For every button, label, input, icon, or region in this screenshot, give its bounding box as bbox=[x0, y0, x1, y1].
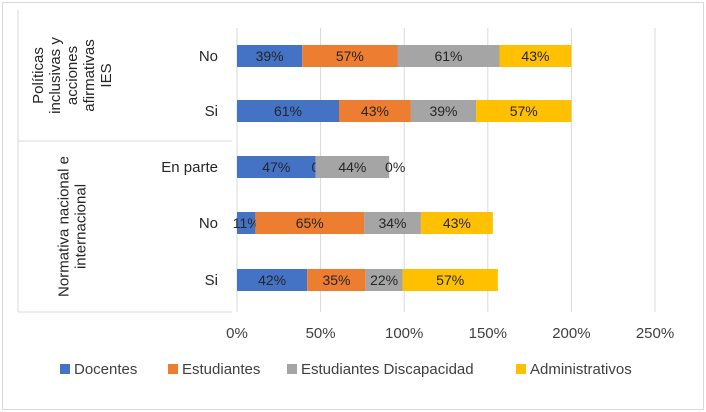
legend-label: Docentes bbox=[74, 361, 137, 378]
bar-segment bbox=[476, 100, 572, 122]
bar-segment bbox=[338, 100, 411, 122]
category-label: Si bbox=[205, 103, 218, 120]
data-label: 57% bbox=[436, 272, 464, 288]
group-label-line: inclusivas y bbox=[47, 37, 64, 114]
bar-segment bbox=[302, 45, 398, 67]
data-label: 11% bbox=[233, 215, 260, 231]
bar-segment bbox=[410, 100, 477, 122]
data-label: 43% bbox=[361, 103, 389, 119]
bar-segment bbox=[237, 45, 303, 67]
group-label: Políticasinclusivas yaccionesafirmativas… bbox=[30, 37, 115, 114]
data-label: 39% bbox=[256, 48, 284, 64]
data-label: 44% bbox=[338, 159, 366, 175]
x-tick-label: 50% bbox=[306, 325, 336, 342]
legend-swatch bbox=[168, 364, 178, 374]
data-label: 34% bbox=[378, 215, 406, 231]
bar-segment bbox=[255, 212, 365, 234]
bar-segment bbox=[237, 100, 339, 122]
group-label-line: Normativa nacional e bbox=[56, 156, 73, 297]
legend-swatch bbox=[516, 364, 526, 374]
group-label-line: IES bbox=[98, 63, 115, 87]
group-label: Normativa nacional einternacional bbox=[56, 156, 90, 297]
bar-segment bbox=[237, 269, 308, 291]
group-label-line: Políticas bbox=[30, 47, 47, 104]
group-label-line: internacional bbox=[73, 184, 90, 269]
data-label: 39% bbox=[429, 103, 457, 119]
legend-label: Estudiantes bbox=[182, 361, 260, 378]
legend-label: Estudiantes Discapacidad bbox=[301, 361, 474, 378]
group-label-line: acciones bbox=[64, 46, 81, 105]
data-label: 42% bbox=[258, 272, 286, 288]
legend-label: Administrativos bbox=[530, 361, 632, 378]
bar-segment bbox=[420, 212, 493, 234]
bar-segment bbox=[402, 269, 498, 291]
bar-segment bbox=[315, 156, 390, 178]
data-label: 65% bbox=[296, 215, 324, 231]
x-tick-label: 100% bbox=[385, 325, 423, 342]
data-label: 22% bbox=[370, 272, 398, 288]
data-label: 35% bbox=[322, 272, 350, 288]
bar-segment bbox=[307, 269, 366, 291]
data-label: 61% bbox=[434, 48, 462, 64]
data-label: 43% bbox=[521, 48, 549, 64]
legend-swatch bbox=[287, 364, 297, 374]
bar-segment bbox=[364, 212, 421, 234]
group-label-line: afirmativas bbox=[81, 39, 98, 112]
data-label: 43% bbox=[443, 215, 471, 231]
bar-segment bbox=[237, 156, 316, 178]
category-label: No bbox=[199, 215, 218, 232]
x-tick-label: 250% bbox=[636, 325, 674, 342]
data-label: 0% bbox=[385, 159, 405, 175]
bar-segment bbox=[365, 269, 403, 291]
x-tick-label: 150% bbox=[469, 325, 507, 342]
legend-swatch bbox=[60, 364, 70, 374]
category-label: En parte bbox=[161, 159, 218, 176]
category-label: No bbox=[199, 48, 218, 65]
x-tick-label: 200% bbox=[552, 325, 590, 342]
data-label: 57% bbox=[510, 103, 538, 119]
bar-segment bbox=[397, 45, 500, 67]
data-label: 57% bbox=[336, 48, 364, 64]
bar-segment bbox=[237, 212, 256, 234]
bar-segment bbox=[499, 45, 572, 67]
category-label: Si bbox=[205, 272, 218, 289]
x-tick-label: 0% bbox=[226, 325, 248, 342]
data-label: 61% bbox=[274, 103, 302, 119]
data-label: 47% bbox=[262, 159, 290, 175]
